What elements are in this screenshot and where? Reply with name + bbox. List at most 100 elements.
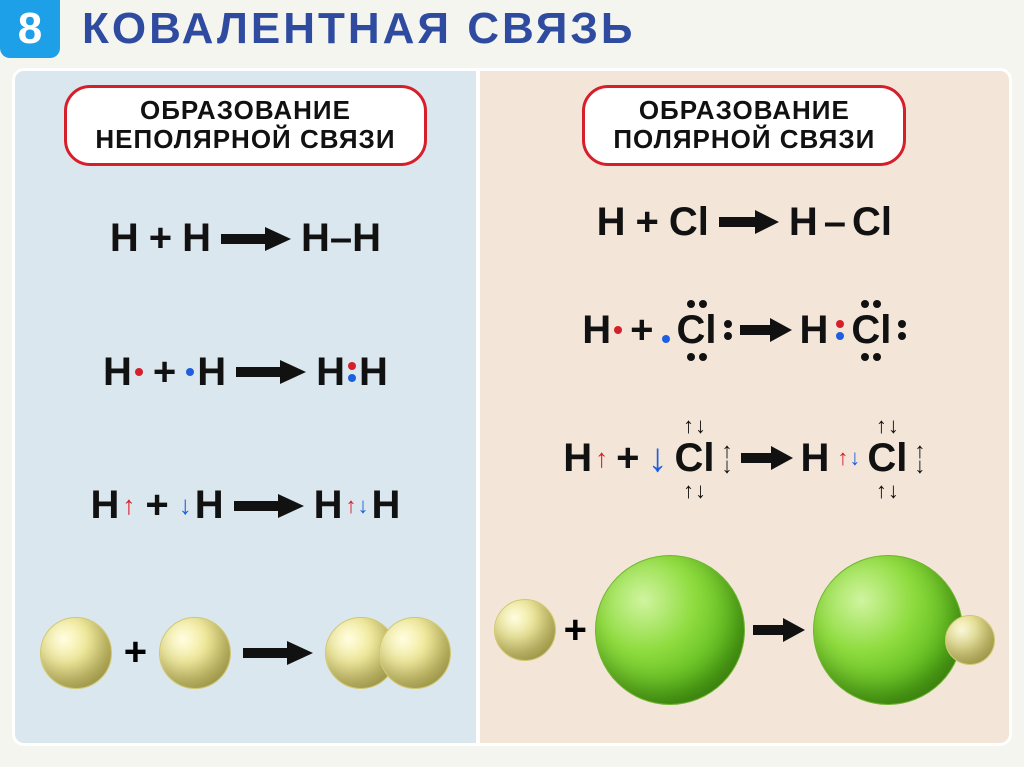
spin-pair: ↑↓	[683, 481, 706, 501]
plus-sign: +	[149, 216, 172, 261]
heading-polar: ОБРАЗОВАНИЕ ПОЛЯРНОЙ СВЯЗИ	[582, 85, 906, 166]
electron-dot	[614, 326, 622, 334]
title-banner: 8 КОВАЛЕНТНАЯ СВЯЗЬ	[0, 0, 1024, 58]
sphere-h	[379, 617, 451, 689]
atom-label: Cl	[847, 308, 895, 353]
atom-label: H	[197, 350, 226, 395]
plus-sign: +	[153, 350, 176, 395]
eq-polar-spin: H ↑ + ↑↓ ↓ Cl ↑↓ ↑↓ H ↑↓ ↑↓ C	[494, 416, 995, 501]
plus-sign: +	[636, 200, 659, 245]
electron-dot	[186, 368, 194, 376]
electron-dot	[348, 362, 356, 370]
eq-polar-spheres: +	[494, 555, 995, 705]
atom-h: H	[597, 200, 626, 245]
arrow-icon	[753, 616, 805, 644]
atom-cl-lewis: Cl	[662, 300, 732, 361]
atom-h: H	[182, 216, 211, 261]
shared-pair	[836, 320, 844, 340]
atom-label: Cl	[863, 436, 911, 481]
molecule-h2-dots: H H	[316, 350, 388, 395]
atom-label: H	[91, 483, 120, 528]
column-polar: ОБРАЗОВАНИЕ ПОЛЯРНОЙ СВЯЗИ H + Cl H – Cl	[480, 71, 1009, 743]
spin-down-icon: ↓	[648, 436, 668, 481]
atom-h: H	[110, 216, 139, 261]
eq-nonpolar-spheres: +	[29, 617, 462, 689]
section-number-badge: 8	[0, 0, 60, 58]
atom-h: H	[800, 308, 829, 353]
arrow-icon	[234, 492, 304, 520]
polar-rows: H + Cl H – Cl H +	[490, 166, 999, 733]
bonding-electron	[662, 308, 670, 353]
eq-polar-structural: H + Cl H – Cl	[494, 200, 995, 245]
atom-label: H	[314, 483, 343, 528]
atom-label: H	[582, 308, 611, 353]
atom-label: Cl	[852, 200, 892, 245]
sphere-h	[945, 615, 995, 665]
molecule-h2-spin: H ↑↓ H	[314, 483, 401, 528]
spin-pair: ↑↓	[722, 443, 733, 474]
lone-pair	[861, 353, 881, 361]
sphere-h	[494, 599, 556, 661]
molecule-hcl-spin: ↑↓ ↑↓ Cl ↑↓ ↑↓	[837, 416, 925, 501]
heading-line1: ОБРАЗОВАНИЕ	[95, 96, 395, 125]
atom-label: H	[372, 483, 401, 528]
arrow-icon	[719, 208, 779, 236]
plus-sign: +	[124, 630, 147, 675]
nonpolar-rows: H + H H–H H + H	[25, 166, 466, 733]
spin-pair: ↑↓	[876, 481, 899, 501]
atom-label: H	[359, 350, 388, 395]
molecule-hcl: H – Cl	[789, 200, 892, 245]
atom-h-dot: H	[186, 350, 226, 395]
page-title: КОВАЛЕНТНАЯ СВЯЗЬ	[82, 4, 636, 54]
atom-label: H	[789, 200, 818, 245]
plus-sign: +	[564, 608, 587, 653]
spin-down-icon: ↓	[179, 490, 192, 521]
sphere-cl	[813, 555, 963, 705]
arrow-icon	[221, 225, 291, 253]
molecule-h2-sphere	[325, 617, 451, 689]
heading-line2: ПОЛЯРНОЙ СВЯЗИ	[613, 125, 875, 154]
plus-sign: +	[616, 436, 639, 481]
shared-pair	[348, 362, 356, 382]
lone-pair	[861, 300, 881, 308]
eq-polar-lewis: H + Cl H Cl	[494, 300, 995, 361]
atom-label: H	[316, 350, 345, 395]
heading-nonpolar: ОБРАЗОВАНИЕ НЕПОЛЯРНОЙ СВЯЗИ	[64, 85, 426, 166]
atom-label: Cl	[671, 436, 719, 481]
atom-label: H	[195, 483, 224, 528]
spin-up-icon: ↑	[122, 490, 135, 521]
lone-pair	[687, 300, 707, 308]
atom-label: H	[103, 350, 132, 395]
molecule-h2: H–H	[301, 216, 381, 261]
sphere-cl	[595, 555, 745, 705]
eq-nonpolar-spin: H ↑ + ↓ H H ↑↓ H	[29, 483, 462, 528]
atom-h-spin: H ↑	[563, 436, 608, 481]
eq-nonpolar-structural: H + H H–H	[29, 216, 462, 261]
shared-spin-pair: ↑↓	[837, 448, 860, 468]
arrow-icon	[740, 316, 792, 344]
lone-pair	[687, 353, 707, 361]
spin-pair: ↑↓	[683, 416, 706, 436]
heading-line1: ОБРАЗОВАНИЕ	[613, 96, 875, 125]
arrow-icon	[741, 444, 793, 472]
atom-label: H	[563, 436, 592, 481]
electron-dot	[135, 368, 143, 376]
electron-dot	[348, 374, 356, 382]
atom-cl-spin: ↑↓ ↓ Cl ↑↓ ↑↓	[648, 416, 733, 501]
molecule-hcl-sphere	[813, 555, 995, 705]
atom-h: H	[801, 436, 830, 481]
plus-sign: +	[630, 308, 653, 353]
atom-h-dot: H	[103, 350, 143, 395]
atom-h-spin: H ↑	[91, 483, 136, 528]
eq-nonpolar-lewis: H + H H H	[29, 350, 462, 395]
column-nonpolar: ОБРАЗОВАНИЕ НЕПОЛЯРНОЙ СВЯЗИ H + H H–H H	[15, 71, 476, 743]
arrow-icon	[236, 358, 306, 386]
sphere-h	[159, 617, 231, 689]
atom-label: Cl	[673, 308, 721, 353]
molecule-hcl-lewis: Cl	[836, 300, 906, 361]
arrow-icon	[243, 639, 313, 667]
spin-up-icon: ↑	[595, 443, 608, 474]
sphere-h	[40, 617, 112, 689]
atom-h-spin: ↓ H	[179, 483, 224, 528]
heading-line2: НЕПОЛЯРНОЙ СВЯЗИ	[95, 125, 395, 154]
